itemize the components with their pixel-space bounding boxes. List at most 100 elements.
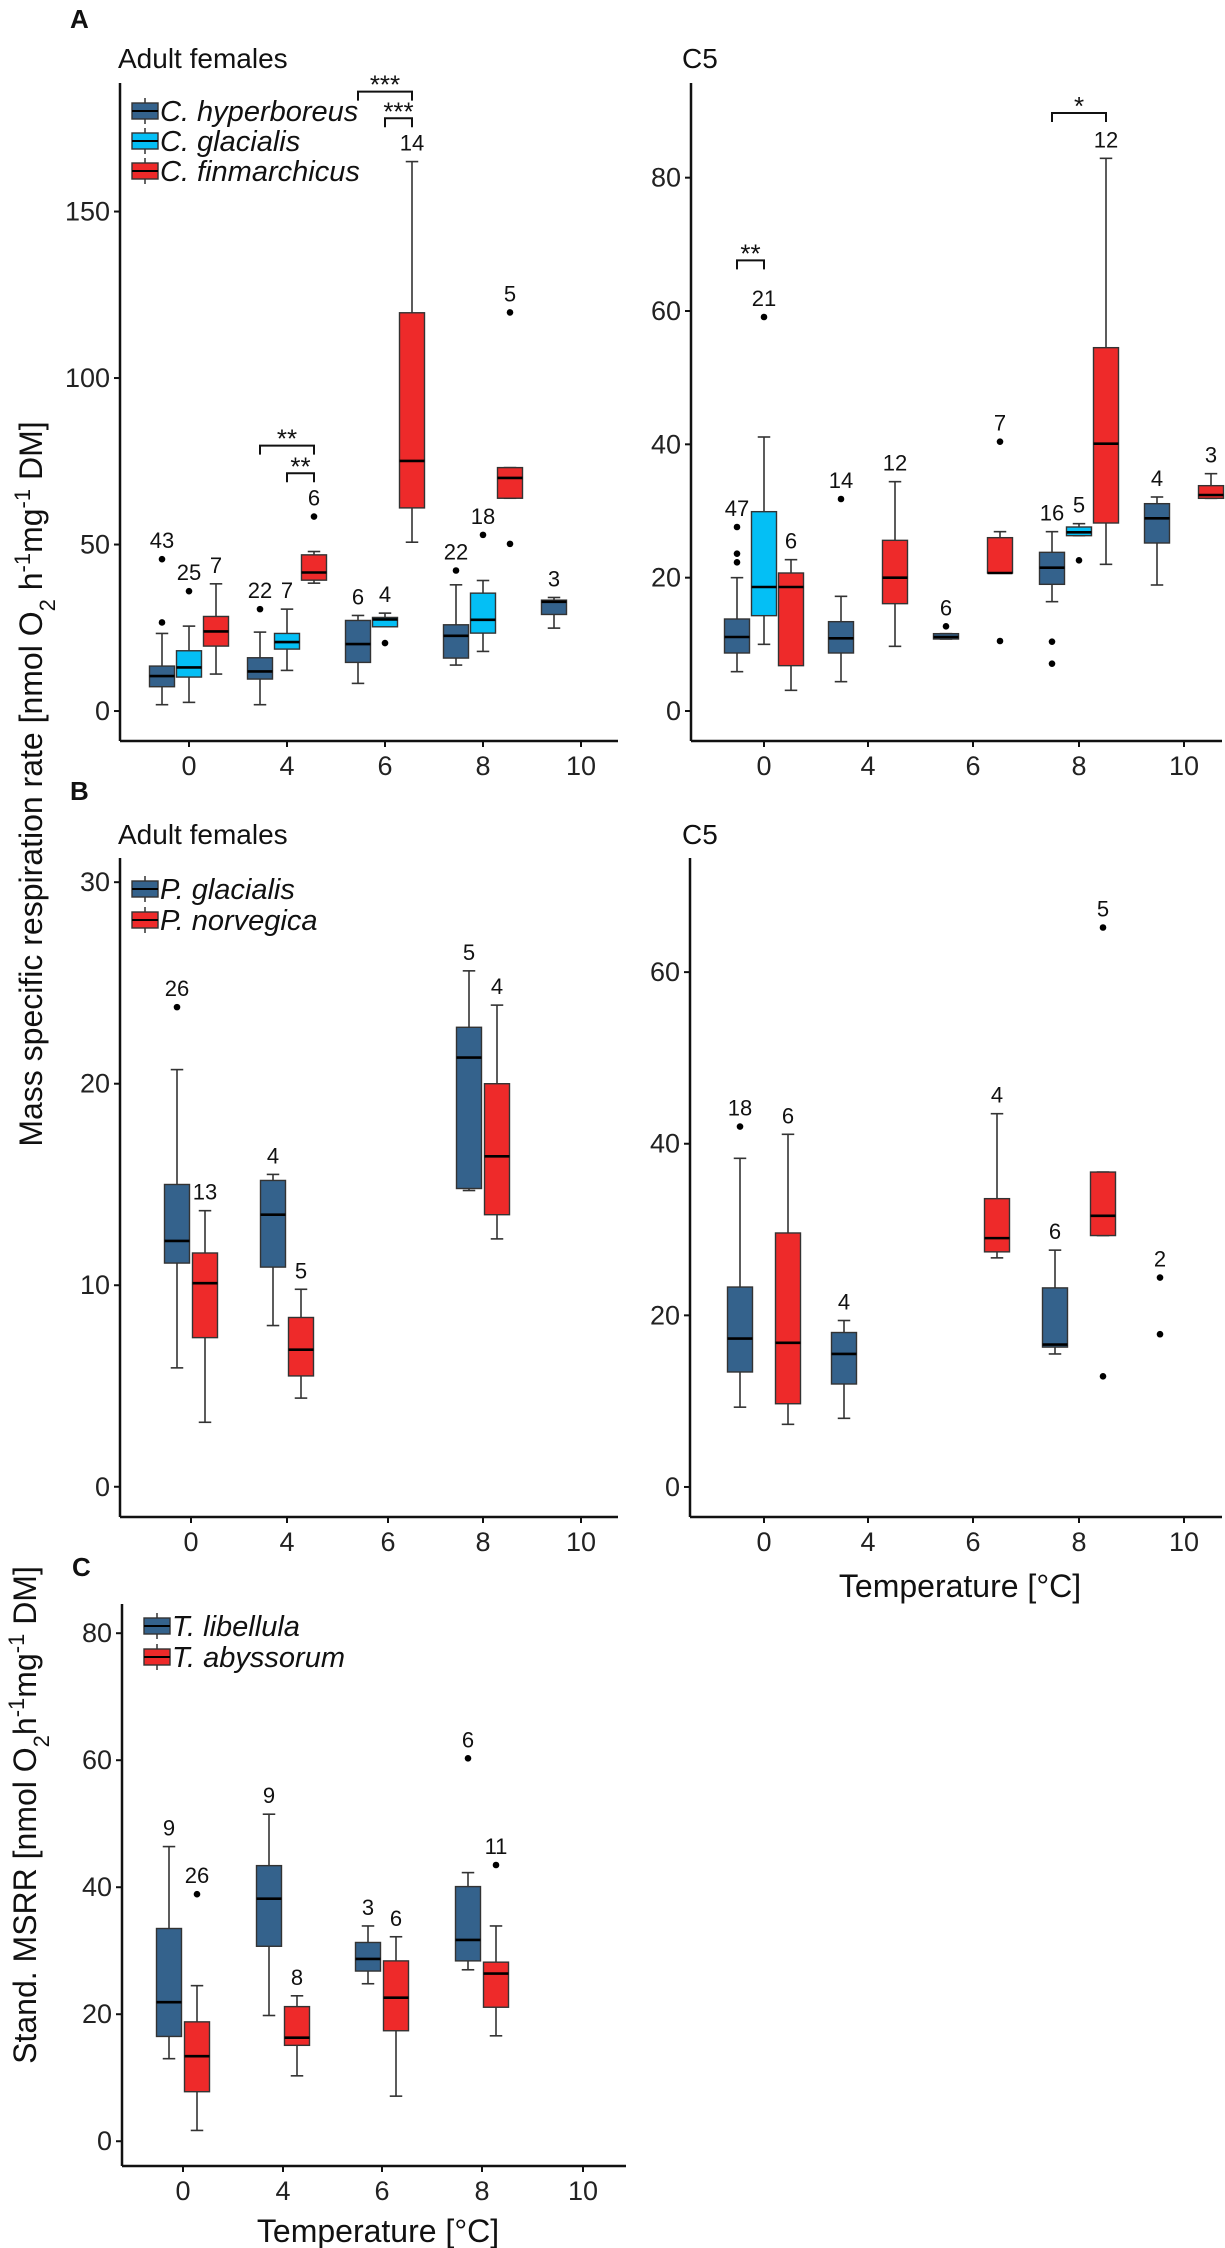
n-label: 6 [308, 486, 320, 511]
box-p-glacialis-0: 18 [726, 1096, 754, 1408]
box-c-hyperboreus-0: 43 [148, 528, 176, 706]
panel-title: Adult females [118, 43, 288, 74]
n-label: 6 [352, 584, 364, 609]
n-label: 5 [295, 1258, 307, 1283]
outlier-point [1048, 638, 1056, 645]
legend-label: C. glacialis [160, 126, 300, 158]
significance-label: ** [290, 451, 310, 481]
box-p-glacialis-4: 4 [830, 1290, 858, 1420]
x-tick-label: 10 [1169, 1527, 1199, 1557]
box-iqr [540, 599, 568, 616]
n-label: 9 [163, 1816, 175, 1841]
x-tick-label: 0 [175, 2176, 190, 2206]
y-axis-title-sub: 2 [35, 599, 60, 611]
n-label: 18 [471, 504, 495, 529]
outlier-point [996, 438, 1004, 445]
x-tick-label: 8 [475, 1527, 490, 1557]
box-iqr [774, 1232, 802, 1405]
box-iqr [986, 536, 1014, 574]
box-iqr [1092, 346, 1120, 524]
outlier-point [381, 639, 389, 647]
box-c-glacialis-8: 18 [469, 504, 497, 653]
significance-bracket: ** [736, 238, 765, 270]
legend-label: T. libellula [172, 1611, 300, 1643]
box-c-finmarchicus-0: 7 [202, 553, 230, 675]
n-label: 6 [782, 1103, 794, 1128]
box-iqr [483, 1083, 511, 1216]
panel-letter: C [72, 1552, 91, 1582]
box-c-glacialis-4: 7 [273, 578, 301, 672]
y-axis-title-sup: -1 [10, 489, 35, 509]
box-c-hyperboreus-8: 22 [442, 540, 470, 666]
y-tick-label: 10 [80, 1270, 110, 1300]
outlier-point [158, 619, 166, 626]
y-axis-title-part: mg [13, 508, 49, 552]
y-tick-label: 40 [650, 1129, 680, 1159]
panel-3: 0 20 40 60 0 4 6 8 10 C5 Temperature [°C] 18 6 4 4 6 5 2 [650, 819, 1222, 1604]
bracket-line [1051, 112, 1107, 122]
n-label: 22 [248, 578, 272, 603]
x-tick-label: 4 [279, 751, 294, 781]
box-c-finmarchicus-8: 12 [1092, 127, 1120, 566]
y-axis-title-c: Stand. MSRR [nmol O2h-1mg-1 DM] [4, 1566, 54, 2064]
box-c-hyperboreus-4: 14 [827, 468, 855, 683]
legend-label: P. glacialis [160, 874, 295, 906]
outlier-point [996, 637, 1004, 645]
n-label: 4 [267, 1143, 279, 1168]
outlier-point [506, 309, 514, 316]
n-label: 5 [1097, 897, 1109, 922]
outlier-point [733, 559, 741, 566]
n-label: 7 [994, 411, 1006, 436]
n-label: 7 [210, 553, 222, 578]
y-tick-label: 100 [65, 363, 110, 393]
y-tick-label: 40 [651, 429, 681, 459]
box-c-hyperboreus-0: 47 [723, 496, 751, 673]
significance-label: ** [277, 424, 297, 454]
x-tick-label: 6 [377, 751, 392, 781]
box-iqr [354, 1941, 382, 1972]
n-label: 3 [1205, 443, 1217, 468]
box-iqr [442, 624, 470, 659]
x-tick-label: 0 [181, 751, 196, 781]
n-label: 4 [491, 974, 503, 999]
n-label: 18 [728, 1096, 752, 1121]
outlier-point [733, 523, 741, 531]
significance-label: *** [383, 96, 413, 126]
y-axis-title-sub: 2 [29, 1735, 54, 1747]
box-c-glacialis-6: 4 [371, 582, 399, 647]
y-axis-title-part: Mass specific respiration rate [nmol O [13, 611, 49, 1146]
significance-label: ** [740, 238, 760, 268]
legend-item: T. abyssorum [143, 1642, 345, 1674]
box-c-finmarchicus-4: 12 [881, 451, 909, 648]
x-tick-label: 8 [1071, 1527, 1086, 1557]
n-label: 4 [379, 582, 391, 607]
x-tick-label: 8 [475, 751, 490, 781]
n-label: 47 [725, 496, 749, 521]
n-label: 11 [485, 1834, 508, 1859]
box-iqr [469, 592, 497, 634]
y-tick-label: 0 [666, 696, 681, 726]
n-label: 12 [883, 451, 907, 476]
outlier-point [158, 555, 166, 563]
box-iqr [482, 1961, 510, 2008]
legend-item: C. hyperboreus [131, 96, 358, 128]
panel-title: C5 [682, 43, 718, 74]
x-tick-label: 8 [474, 2176, 489, 2206]
legend-label: C. finmarchicus [160, 156, 360, 188]
significance-bracket: * [1051, 91, 1107, 122]
n-label: 4 [1151, 466, 1163, 491]
box-iqr [259, 1179, 287, 1268]
x-tick-label: 10 [568, 2176, 598, 2206]
x-tick-label: 0 [756, 751, 771, 781]
box-iqr [454, 1885, 482, 1962]
n-label: 8 [291, 1965, 303, 1990]
n-label: 14 [400, 131, 424, 156]
n-label: 4 [838, 1290, 850, 1315]
legend-item: C. finmarchicus [131, 156, 360, 188]
box-p-norvegica-8: 5 [1089, 897, 1117, 1380]
box-iqr [881, 539, 909, 605]
x-tick-label: 6 [380, 1527, 395, 1557]
box-c-finmarchicus-10: 3 [1197, 443, 1225, 500]
